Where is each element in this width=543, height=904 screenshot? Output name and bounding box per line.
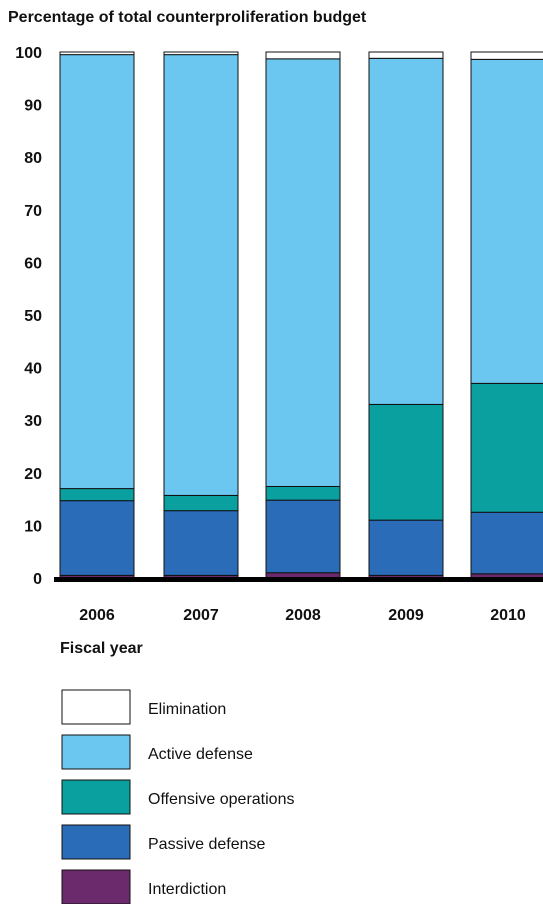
bars (59, 51, 543, 579)
bar-segment-elimination (265, 51, 341, 60)
bar-segment-active-defense (163, 54, 239, 496)
bar-segment-passive-defense (368, 519, 444, 576)
legend-label: Interdiction (148, 881, 226, 898)
y-tick-label: 80 (24, 150, 42, 167)
x-axis: 2006 2007 2008 2009 2010 (79, 607, 526, 624)
y-tick-label: 30 (24, 413, 42, 430)
y-tick-label: 70 (24, 203, 42, 220)
x-axis-label: Fiscal year (60, 640, 143, 657)
y-tick-label: 60 (24, 255, 42, 272)
y-tick-label: 20 (24, 466, 42, 483)
y-tick-label: 40 (24, 361, 42, 378)
x-tick-label: 2006 (79, 607, 115, 624)
bar-segment-offensive-operations (59, 488, 135, 502)
bar-segment-elimination (59, 51, 135, 56)
bar-segment-elimination (368, 51, 444, 59)
bar-segment-passive-defense (470, 511, 543, 575)
y-tick-label: 50 (24, 308, 42, 325)
bar-segment-offensive-operations (470, 382, 543, 513)
legend-swatch (61, 734, 131, 770)
y-tick-label: 90 (24, 98, 42, 115)
x-tick-label: 2008 (285, 607, 321, 624)
x-axis-line (54, 577, 543, 582)
bar-segment-offensive-operations (265, 485, 341, 501)
legend-label: Passive defense (148, 836, 266, 853)
legend-swatch (61, 824, 131, 860)
x-tick-label: 2009 (388, 607, 424, 624)
bar-segment-passive-defense (265, 499, 341, 574)
legend: Elimination Active defense Offensive opera… (61, 689, 294, 904)
bar-segment-offensive-operations (163, 494, 239, 512)
y-tick-label: 0 (33, 571, 42, 588)
chart-title: Percentage of total counterproliferation… (8, 9, 367, 26)
legend-swatch (61, 689, 131, 725)
x-tick-label: 2010 (490, 607, 526, 624)
bar-segment-active-defense (470, 58, 543, 384)
bar-segment-elimination (470, 51, 543, 60)
y-axis: 0 10 20 30 40 50 60 70 80 90 100 (15, 45, 42, 588)
bar-segment-offensive-operations (368, 403, 444, 521)
legend-swatch (61, 779, 131, 815)
legend-label: Elimination (148, 701, 226, 718)
legend-label: Active defense (148, 746, 253, 763)
bar-segment-active-defense (59, 54, 135, 490)
legend-label: Offensive operations (148, 791, 294, 808)
bar-segment-elimination (163, 51, 239, 56)
x-tick-label: 2007 (183, 607, 219, 624)
bar-segment-passive-defense (59, 500, 135, 576)
y-tick-label: 100 (15, 45, 42, 62)
legend-swatch (61, 869, 131, 904)
bar-segment-active-defense (368, 57, 444, 405)
bar-segment-passive-defense (163, 510, 239, 576)
bar-segment-active-defense (265, 58, 341, 487)
y-tick-label: 10 (24, 518, 42, 535)
